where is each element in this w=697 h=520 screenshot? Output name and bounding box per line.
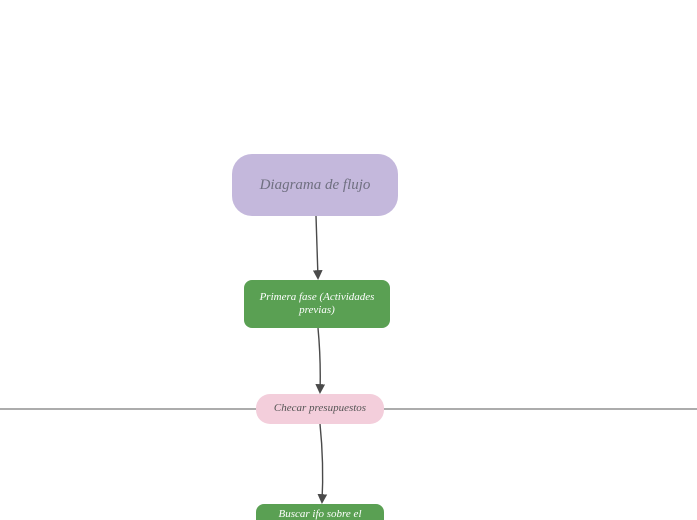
flow-node-label: Diagrama de flujo — [260, 176, 371, 194]
flow-node-label: Buscar ifo sobre el — [279, 508, 362, 520]
flow-node-n2: Primera fase (Actividades previas) — [244, 280, 390, 328]
flow-node-label: Checar presupuestos — [274, 402, 366, 415]
flowchart-canvas: Diagrama de flujo Primera fase (Actividad… — [0, 0, 697, 520]
flow-node-n3: Checar presupuestos — [256, 394, 384, 424]
edges-layer — [0, 0, 697, 520]
flow-node-label: Primera fase (Actividades previas) — [254, 291, 380, 317]
flow-node-n4: Buscar ifo sobre el — [256, 504, 384, 520]
flow-node-n1: Diagrama de flujo — [232, 154, 398, 216]
